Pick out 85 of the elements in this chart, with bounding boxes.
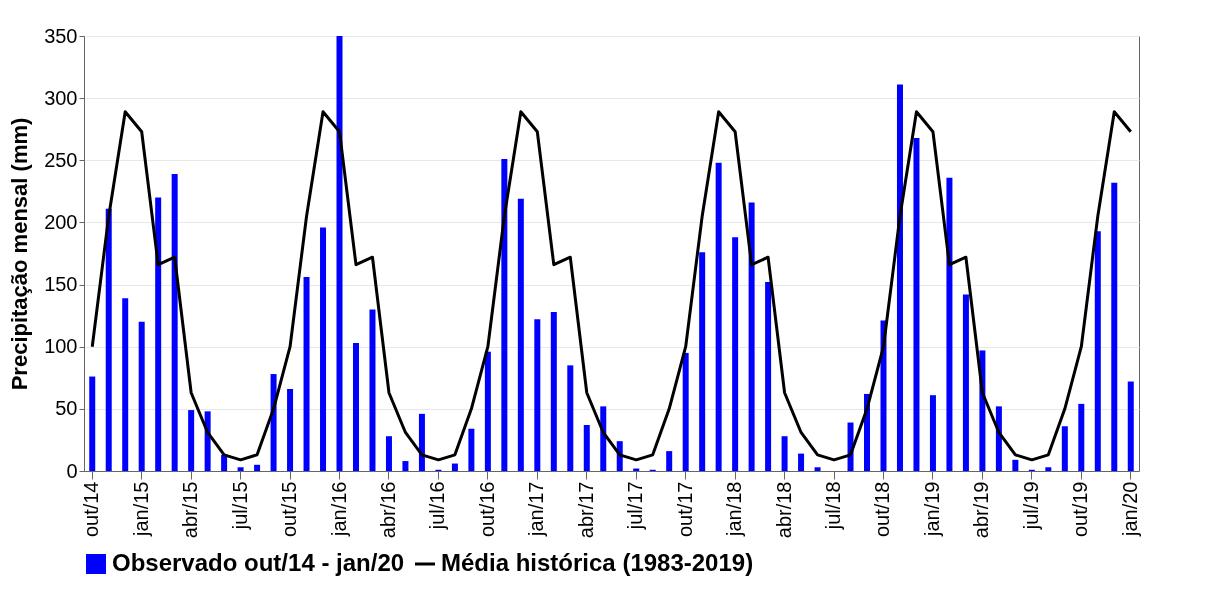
x-tick-label: out/19 bbox=[1069, 481, 1092, 538]
bar bbox=[237, 467, 244, 471]
y-tick-label: 50 bbox=[55, 397, 78, 420]
bar bbox=[254, 464, 261, 471]
bar bbox=[188, 410, 195, 471]
y-tick-label: 300 bbox=[44, 86, 78, 109]
x-tick-label: jul/19 bbox=[1019, 481, 1042, 531]
x-tick-label: jan/19 bbox=[920, 481, 943, 537]
legend-label: Observado out/14 - jan/20 bbox=[112, 549, 405, 576]
x-tick-label: jan/15 bbox=[129, 481, 152, 537]
bar bbox=[287, 388, 294, 471]
bar bbox=[155, 197, 162, 471]
bar bbox=[484, 351, 491, 471]
bar bbox=[1078, 403, 1085, 471]
x-tick-label: jan/18 bbox=[723, 481, 746, 537]
bar bbox=[517, 198, 524, 471]
bar bbox=[798, 453, 805, 471]
x-tick-label: jul/15 bbox=[228, 481, 251, 531]
bar bbox=[105, 208, 112, 471]
bar bbox=[995, 406, 1002, 471]
bar bbox=[138, 321, 145, 471]
x-tick-label: jul/16 bbox=[426, 481, 449, 531]
y-tick-label: 250 bbox=[44, 148, 78, 171]
bar bbox=[962, 294, 969, 471]
x-tick-label: jan/20 bbox=[1118, 481, 1141, 537]
bar bbox=[765, 282, 772, 471]
x-tick-label: out/15 bbox=[278, 481, 301, 538]
bar bbox=[534, 319, 541, 471]
y-tick-label: 350 bbox=[44, 24, 78, 47]
y-axis-title: Precipitação mensal (mm) bbox=[7, 117, 33, 391]
bar bbox=[221, 454, 228, 471]
bar bbox=[468, 428, 475, 471]
bar bbox=[451, 463, 458, 471]
y-tick-label: 100 bbox=[44, 335, 78, 358]
bar bbox=[550, 311, 557, 471]
bar bbox=[122, 298, 129, 471]
bar bbox=[748, 202, 755, 471]
x-tick-label: out/17 bbox=[673, 481, 696, 538]
x-tick-label: jan/16 bbox=[327, 481, 350, 537]
y-tick-label: 150 bbox=[44, 273, 78, 296]
bar bbox=[1012, 459, 1019, 471]
bar bbox=[715, 162, 722, 471]
bar bbox=[732, 237, 739, 471]
bar bbox=[1127, 381, 1134, 471]
y-tick-label: 0 bbox=[66, 459, 78, 482]
bar bbox=[814, 467, 821, 471]
bar bbox=[501, 159, 508, 471]
x-tick-label: abr/19 bbox=[970, 481, 993, 539]
x-tick-label: out/16 bbox=[475, 481, 498, 538]
legend-label: Média histórica (1983-2019) bbox=[441, 549, 754, 576]
x-tick-label: abr/18 bbox=[772, 481, 795, 539]
bar bbox=[418, 413, 425, 471]
bar bbox=[352, 342, 359, 471]
bar bbox=[336, 36, 343, 471]
x-tick-label: out/18 bbox=[871, 481, 894, 538]
bar bbox=[1045, 467, 1052, 471]
x-tick-label: abr/15 bbox=[179, 481, 202, 539]
x-tick-label: jan/17 bbox=[525, 481, 548, 537]
bar bbox=[896, 84, 903, 471]
y-tick-label: 200 bbox=[44, 210, 78, 233]
x-tick-label: jul/18 bbox=[822, 481, 845, 531]
bar bbox=[1094, 231, 1101, 471]
bar bbox=[320, 227, 327, 471]
x-tick-label: jul/17 bbox=[624, 481, 647, 531]
bar bbox=[682, 352, 689, 471]
bar bbox=[1111, 182, 1118, 471]
bar bbox=[1061, 426, 1068, 471]
line-series bbox=[90, 110, 1133, 462]
bar bbox=[567, 365, 574, 471]
bar bbox=[946, 177, 953, 471]
bar bbox=[303, 277, 310, 471]
bar bbox=[781, 436, 788, 471]
bar bbox=[699, 252, 706, 471]
bar bbox=[369, 309, 376, 471]
bar bbox=[385, 436, 392, 471]
bar bbox=[929, 395, 936, 471]
bar bbox=[666, 451, 673, 471]
bar bbox=[171, 173, 178, 471]
x-tick-label: abr/16 bbox=[376, 481, 399, 539]
bar bbox=[583, 425, 590, 471]
bar bbox=[913, 137, 920, 471]
x-tick-label: abr/17 bbox=[574, 481, 597, 539]
bar bbox=[402, 461, 409, 471]
x-tick-label: out/14 bbox=[80, 481, 103, 538]
bar bbox=[89, 376, 96, 471]
